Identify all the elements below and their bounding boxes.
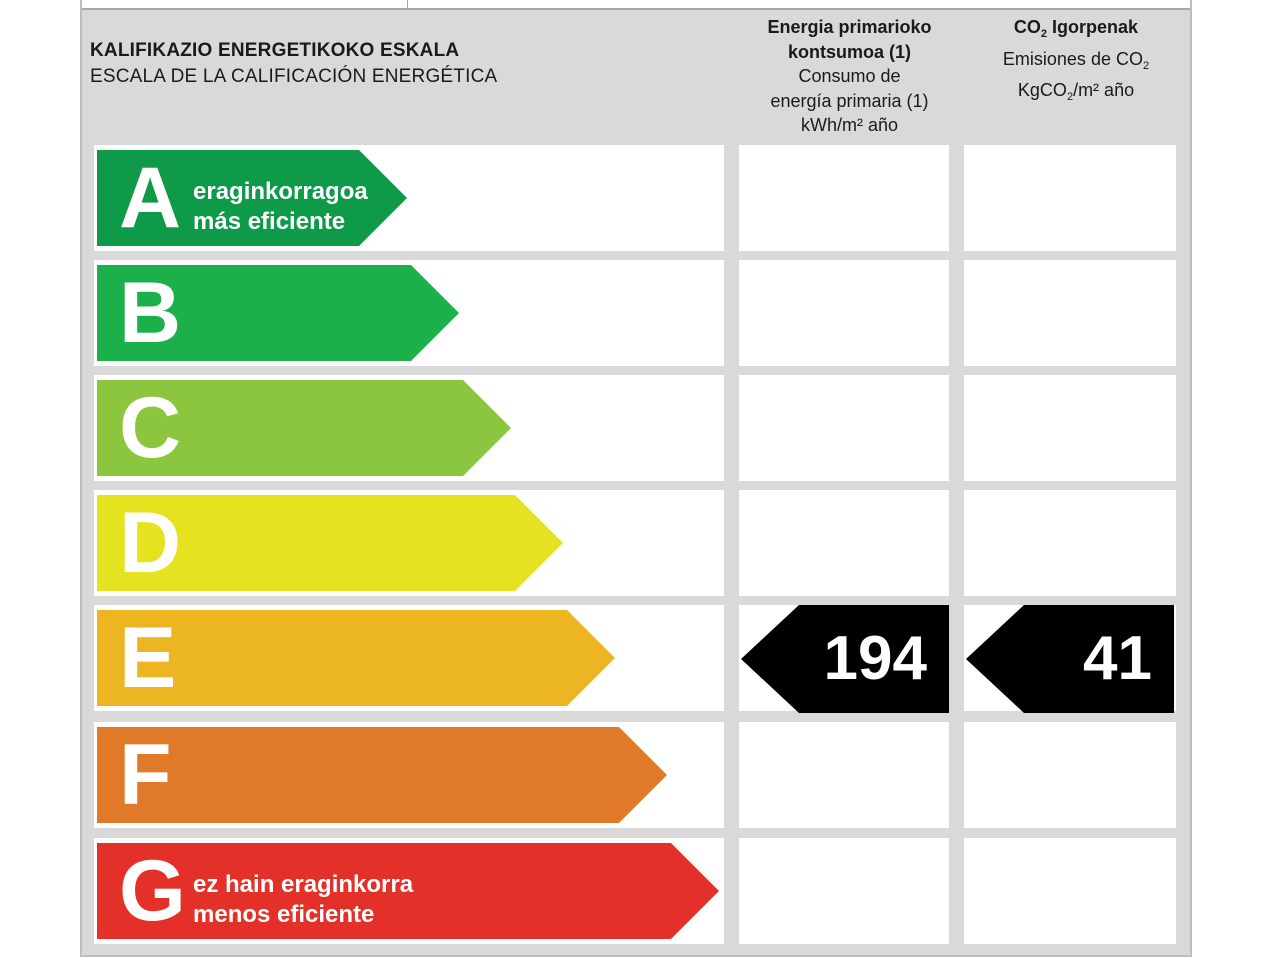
co2-cell	[964, 722, 1176, 828]
rating-row-d: D	[82, 490, 1190, 596]
class-cell: E	[94, 605, 724, 711]
co2-cell: 41	[964, 605, 1176, 713]
primary-energy-marker: 194	[741, 605, 949, 713]
co2-cell	[964, 490, 1176, 596]
rating-row-c: C	[82, 375, 1190, 481]
primary-energy-cell	[739, 375, 949, 481]
class-letter: D	[119, 495, 182, 591]
primary-energy-cell	[739, 722, 949, 828]
class-cell: D	[94, 490, 724, 596]
co2-cell	[964, 145, 1176, 251]
primary-header-line-2: kontsumoa (1)	[787, 41, 911, 62]
primary-energy-cell	[739, 260, 949, 366]
top-strip	[82, 0, 1190, 10]
primary-header-line-1: Energia primarioko	[767, 17, 932, 37]
rating-row-e: E 194 41	[82, 605, 1190, 713]
top-divider	[407, 0, 408, 8]
rating-row-b: B	[82, 260, 1190, 366]
rating-row-f: F	[82, 722, 1190, 828]
co2-cell	[964, 260, 1176, 366]
primary-header-line-4: energía primaria (1)	[770, 90, 929, 111]
class-description-basque: ez hain eraginkorra	[193, 871, 414, 898]
class-arrow-f: F	[97, 727, 667, 823]
scale-title-basque: KALIFIKAZIO ENERGETIKOKO ESKALA	[90, 40, 460, 61]
class-description-spanish: menos eficiente	[193, 901, 375, 928]
co2-value: 41	[1083, 624, 1152, 693]
class-description-basque: eraginkorragoa	[193, 178, 368, 205]
co2-header-line-2: Emisiones de CO2	[1002, 48, 1150, 72]
co2-header-line-1: CO2 Igorpenak	[1013, 17, 1139, 40]
primary-energy-cell	[739, 145, 949, 251]
class-arrow-b: B	[97, 265, 459, 361]
class-letter: G	[119, 843, 186, 939]
class-arrow-e: E	[97, 610, 615, 706]
primary-energy-column-header: Energia primarioko kontsumoa (1) Consumo…	[737, 15, 962, 138]
class-arrow-d: D	[97, 495, 563, 591]
class-description: ez hain eraginkorra menos eficiente	[193, 870, 413, 930]
class-letter: E	[119, 610, 177, 706]
primary-energy-cell	[739, 838, 949, 944]
co2-cell	[964, 838, 1176, 944]
class-arrow-c: C	[97, 380, 511, 476]
class-letter: F	[119, 727, 172, 823]
co2-cell	[964, 375, 1176, 481]
primary-energy-cell	[739, 490, 949, 596]
primary-header-line-3: Consumo de	[798, 66, 901, 86]
class-description: eraginkorragoa más eficiente	[193, 177, 368, 237]
primary-header-unit: kWh/m² año	[800, 115, 899, 135]
scale-title-spanish: ESCALA DE LA CALIFICACIÓN ENERGÉTICA	[90, 66, 498, 87]
energy-label-panel: KALIFIKAZIO ENERGETIKOKO ESKALA ESCALA D…	[80, 0, 1192, 957]
co2-header-unit: KgCO2/m² año	[1017, 80, 1135, 103]
co2-column-header: CO2 Igorpenak Emisiones de CO2 KgCO2/m² …	[962, 15, 1190, 110]
primary-energy-cell: 194	[739, 605, 949, 713]
class-cell: C	[94, 375, 724, 481]
co2-marker: 41	[966, 605, 1174, 713]
primary-energy-value: 194	[823, 624, 927, 693]
class-letter: C	[119, 380, 182, 476]
class-letter: A	[119, 150, 182, 246]
class-description-spanish: más eficiente	[193, 208, 346, 235]
class-letter: B	[119, 265, 182, 361]
class-cell: F	[94, 722, 724, 828]
class-cell: B	[94, 260, 724, 366]
